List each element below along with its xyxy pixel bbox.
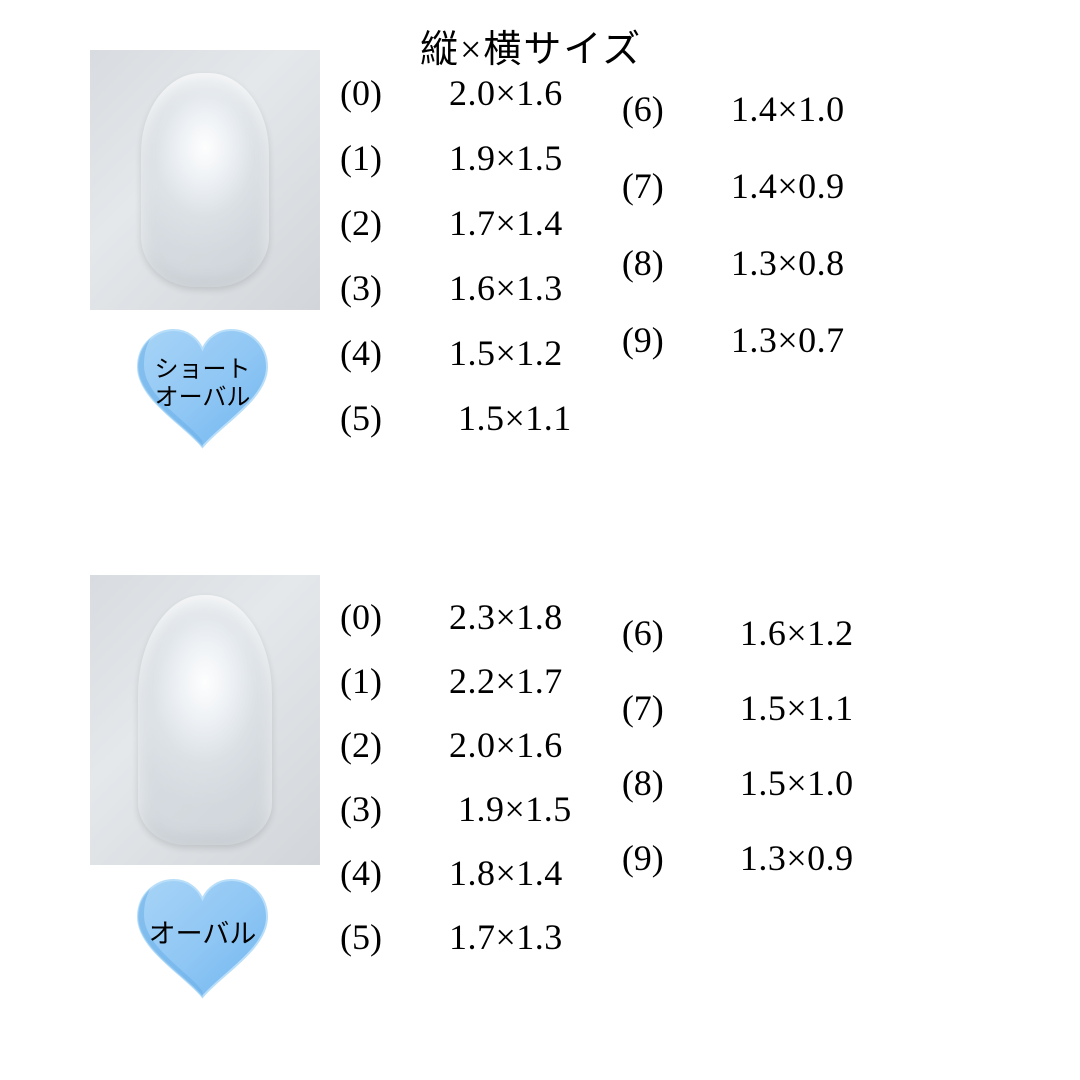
size-row: (7) 1.5×1.1 bbox=[622, 670, 854, 745]
size-index: (8) bbox=[622, 242, 722, 284]
nail-shape-icon bbox=[141, 73, 270, 286]
size-index: (4) bbox=[340, 332, 440, 374]
size-value: 1.6×1.2 bbox=[740, 612, 854, 654]
size-row: (8) 1.3×0.8 bbox=[622, 224, 845, 301]
size-value: 1.5×1.2 bbox=[449, 332, 563, 374]
size-index: (0) bbox=[340, 72, 440, 114]
size-row: (0) 2.0×1.6 bbox=[340, 60, 572, 125]
nail-photo-oval bbox=[90, 575, 320, 865]
size-row: (2) 1.7×1.4 bbox=[340, 190, 572, 255]
nail-shape-icon bbox=[138, 595, 271, 844]
size-index: (5) bbox=[340, 916, 440, 958]
size-row: (5) 1.5×1.1 bbox=[340, 385, 572, 450]
size-value: 1.9×1.5 bbox=[458, 788, 572, 830]
size-value: 2.0×1.6 bbox=[449, 724, 563, 766]
size-row: (4) 1.8×1.4 bbox=[340, 841, 572, 905]
size-col-right: (6) 1.4×1.0 (7) 1.4×0.9 (8) 1.3×0.8 (9) … bbox=[622, 70, 845, 450]
size-value: 1.4×0.9 bbox=[731, 165, 845, 207]
heart-badge-oval: オーバル bbox=[130, 875, 275, 1005]
size-value: 1.7×1.4 bbox=[449, 202, 563, 244]
size-row: (5) 1.7×1.3 bbox=[340, 905, 572, 969]
heart-badge-short-oval: ショート オーバル bbox=[130, 325, 275, 455]
size-value: 1.3×0.9 bbox=[740, 837, 854, 879]
size-value: 1.3×0.7 bbox=[731, 319, 845, 361]
size-index: (7) bbox=[622, 165, 722, 207]
size-row: (3) 1.9×1.5 bbox=[340, 777, 572, 841]
size-row: (9) 1.3×0.9 bbox=[622, 820, 854, 895]
size-index: (2) bbox=[340, 202, 440, 244]
size-index: (7) bbox=[622, 687, 722, 729]
size-row: (7) 1.4×0.9 bbox=[622, 147, 845, 224]
size-row: (9) 1.3×0.7 bbox=[622, 301, 845, 378]
size-value: 1.5×1.0 bbox=[740, 762, 854, 804]
size-value: 1.6×1.3 bbox=[449, 267, 563, 309]
size-value: 2.3×1.8 bbox=[449, 596, 563, 638]
size-index: (6) bbox=[622, 612, 722, 654]
size-row: (0) 2.3×1.8 bbox=[340, 585, 572, 649]
size-row: (4) 1.5×1.2 bbox=[340, 320, 572, 385]
size-index: (6) bbox=[622, 88, 722, 130]
size-table-short-oval: (0) 2.0×1.6 (1) 1.9×1.5 (2) 1.7×1.4 (3) … bbox=[340, 60, 845, 450]
size-value: 1.3×0.8 bbox=[731, 242, 845, 284]
size-index: (9) bbox=[622, 319, 722, 361]
size-index: (2) bbox=[340, 724, 440, 766]
heart-label-line-2: オーバル bbox=[155, 384, 251, 411]
size-row: (1) 1.9×1.5 bbox=[340, 125, 572, 190]
size-value: 1.9×1.5 bbox=[449, 137, 563, 179]
size-value: 1.7×1.3 bbox=[449, 916, 563, 958]
size-row: (6) 1.6×1.2 bbox=[622, 595, 854, 670]
size-index: (5) bbox=[340, 397, 440, 439]
size-value: 2.2×1.7 bbox=[449, 660, 563, 702]
size-index: (4) bbox=[340, 852, 440, 894]
size-index: (8) bbox=[622, 762, 722, 804]
size-value: 1.4×1.0 bbox=[731, 88, 845, 130]
nail-photo-short-oval bbox=[90, 50, 320, 310]
size-index: (1) bbox=[340, 660, 440, 702]
heart-label-line-1: オーバル bbox=[149, 919, 257, 949]
size-index: (3) bbox=[340, 788, 440, 830]
size-value: 1.5×1.1 bbox=[740, 687, 854, 729]
size-col-right: (6) 1.6×1.2 (7) 1.5×1.1 (8) 1.5×1.0 (9) … bbox=[622, 595, 854, 969]
size-value: 2.0×1.6 bbox=[449, 72, 563, 114]
size-value: 1.8×1.4 bbox=[449, 852, 563, 894]
heart-label-line-1: ショート bbox=[155, 356, 251, 383]
size-row: (1) 2.2×1.7 bbox=[340, 649, 572, 713]
size-index: (0) bbox=[340, 596, 440, 638]
heart-label: ショート オーバル bbox=[155, 356, 251, 411]
size-table-oval: (0) 2.3×1.8 (1) 2.2×1.7 (2) 2.0×1.6 (3) … bbox=[340, 585, 854, 969]
size-row: (2) 2.0×1.6 bbox=[340, 713, 572, 777]
size-index: (3) bbox=[340, 267, 440, 309]
size-index: (1) bbox=[340, 137, 440, 179]
size-col-left: (0) 2.3×1.8 (1) 2.2×1.7 (2) 2.0×1.6 (3) … bbox=[340, 585, 572, 969]
size-row: (8) 1.5×1.0 bbox=[622, 745, 854, 820]
size-row: (3) 1.6×1.3 bbox=[340, 255, 572, 320]
size-row: (6) 1.4×1.0 bbox=[622, 70, 845, 147]
heart-label: オーバル bbox=[149, 919, 257, 950]
size-value: 1.5×1.1 bbox=[458, 397, 572, 439]
size-col-left: (0) 2.0×1.6 (1) 1.9×1.5 (2) 1.7×1.4 (3) … bbox=[340, 60, 572, 450]
size-index: (9) bbox=[622, 837, 722, 879]
